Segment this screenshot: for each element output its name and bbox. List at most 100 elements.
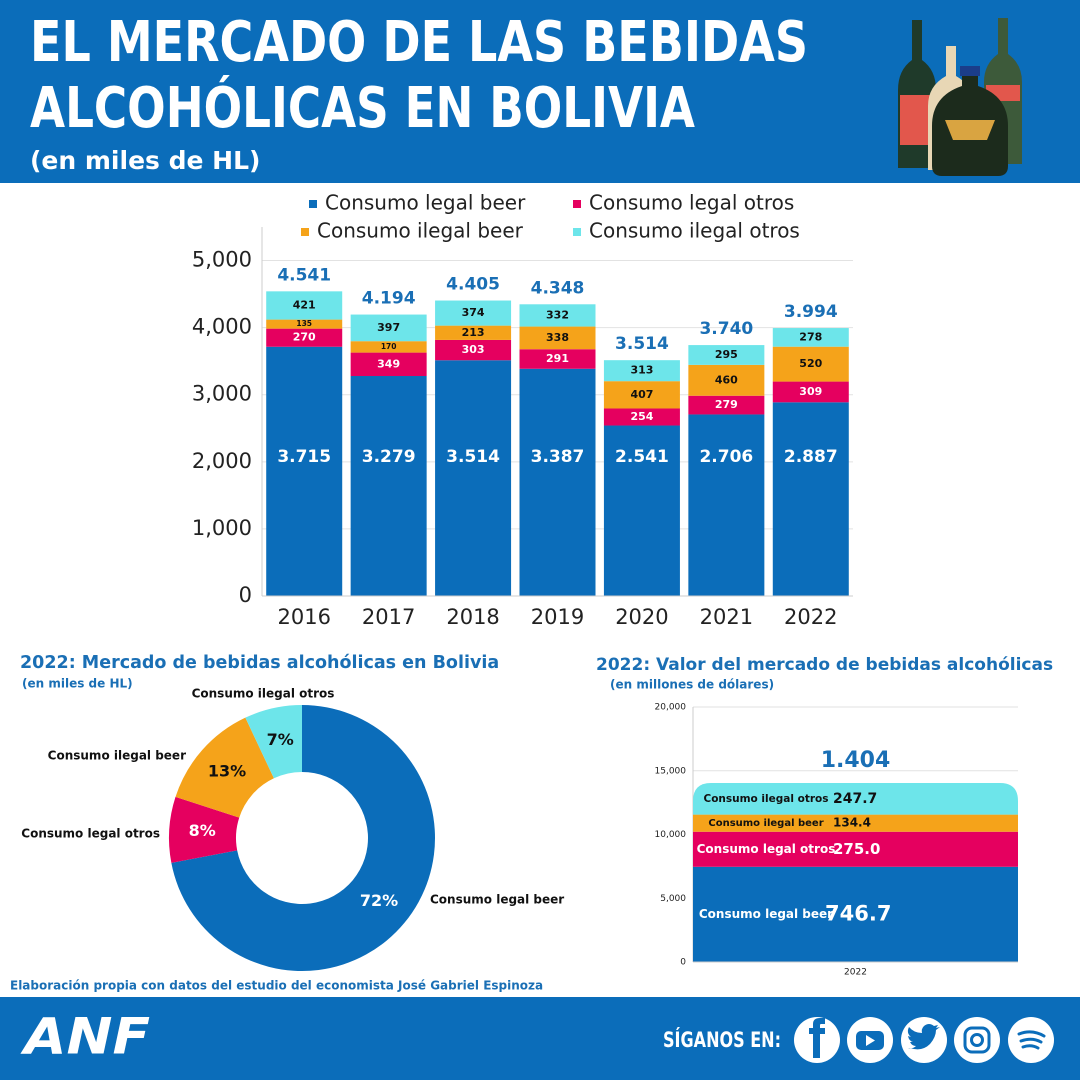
bar-segment <box>688 345 765 365</box>
data-label: 3.715 <box>277 447 331 467</box>
bar-segment <box>350 341 427 353</box>
x-tick-label: 2022 <box>784 605 837 629</box>
bar-segment <box>435 300 512 326</box>
data-label: 2.887 <box>784 447 838 467</box>
legend-swatch <box>573 200 581 208</box>
bar-segment <box>350 352 427 377</box>
x-tick-label: 2020 <box>615 605 668 629</box>
footer-band <box>0 997 1080 1080</box>
chart-subtitle: (en millones de dólares) <box>610 678 774 692</box>
legend-label: Consumo ilegal beer <box>317 219 524 243</box>
legend-label: Consumo legal beer <box>325 191 526 215</box>
x-tick-label: 2019 <box>531 605 584 629</box>
bar-segment <box>350 314 427 342</box>
bar-segment <box>519 304 596 327</box>
bar-segment <box>772 328 849 347</box>
data-label: 3.387 <box>531 447 585 467</box>
legend-label: Consumo legal otros <box>589 191 794 215</box>
donut-slice <box>175 717 274 818</box>
slice-label: 7% <box>267 730 294 749</box>
bar-segment <box>693 866 1018 962</box>
legend-swatch <box>309 200 317 208</box>
bar-segment <box>603 425 680 596</box>
slice-label: 13% <box>208 761 246 780</box>
bar-segment <box>772 402 849 596</box>
data-label: 407 <box>630 388 653 401</box>
donut-slice <box>169 796 240 863</box>
title-line: ALCOHÓLICAS EN BOLIVIA <box>30 76 696 141</box>
bar-segment <box>688 364 765 396</box>
donut-slice <box>171 705 436 972</box>
series-label: Consumo legal beer <box>699 907 833 921</box>
bar-segment <box>519 326 596 350</box>
data-label: 460 <box>715 373 738 386</box>
bar-segment <box>603 408 680 426</box>
bar-segment <box>693 783 1018 815</box>
data-label: 338 <box>546 331 569 344</box>
legend-label: Consumo ilegal otros <box>589 219 800 243</box>
bar-segment <box>266 291 343 320</box>
bar-segment <box>603 381 680 409</box>
title-line: EL MERCADO DE LAS BEBIDAS <box>30 10 808 75</box>
subtitle: (en miles de HL) <box>30 146 260 175</box>
total-label: 4.405 <box>446 274 500 294</box>
series-label: Consumo ilegal beer <box>708 818 823 829</box>
data-label: 349 <box>377 357 400 370</box>
bar-segment <box>688 414 765 596</box>
y-tick-label: 0 <box>680 958 686 968</box>
bar-segment <box>772 381 849 403</box>
data-label: 397 <box>377 321 400 334</box>
data-label: 3.279 <box>362 447 416 467</box>
data-label: 254 <box>630 410 653 423</box>
data-label: 332 <box>546 308 569 321</box>
data-label: 746.7 <box>825 901 891 925</box>
total-label: 3.994 <box>784 302 838 322</box>
y-tick-label: 3,000 <box>192 382 252 406</box>
y-tick-label: 15,000 <box>655 766 687 776</box>
data-label: 135 <box>296 319 312 328</box>
bar-segment <box>688 395 765 415</box>
data-label: 309 <box>799 385 822 398</box>
series-label: Consumo legal otros <box>697 842 836 856</box>
slice-label: 8% <box>189 821 216 840</box>
category-label: Consumo legal otros <box>21 827 160 841</box>
donut-slice <box>245 705 302 779</box>
bar-segment <box>435 325 512 340</box>
category-label: Consumo ilegal beer <box>48 749 186 763</box>
data-label: 2.706 <box>699 447 753 467</box>
bottles-illustration <box>898 18 1022 176</box>
series-label: Consumo ilegal otros <box>704 793 829 805</box>
y-tick-label: 0 <box>239 583 252 607</box>
x-tick-label: 2022 <box>844 968 867 978</box>
category-label: Consumo ilegal otros <box>192 687 335 701</box>
data-label: 374 <box>462 306 485 319</box>
data-label: 291 <box>546 352 569 365</box>
data-label: 247.7 <box>833 791 877 807</box>
bar-segment <box>519 368 596 596</box>
x-tick-label: 2016 <box>277 605 330 629</box>
bar-segment <box>693 814 1018 832</box>
y-tick-label: 10,000 <box>655 830 687 840</box>
data-label: 170 <box>381 342 397 351</box>
bar-segment <box>350 376 427 596</box>
total-label: 3.514 <box>615 334 669 354</box>
y-tick-label: 5,000 <box>660 894 686 904</box>
data-label: 270 <box>293 331 316 344</box>
data-label: 421 <box>293 298 316 311</box>
legend-swatch <box>301 228 309 236</box>
social-label: SÍGANOS EN: <box>663 1027 781 1052</box>
bar-segment <box>266 346 343 596</box>
x-tick-label: 2018 <box>446 605 499 629</box>
data-label: 303 <box>462 343 485 356</box>
chart-title: 2022: Valor del mercado de bebidas alcoh… <box>596 655 1053 675</box>
legend-swatch <box>573 228 581 236</box>
total-label: 4.194 <box>362 289 416 309</box>
x-tick-label: 2021 <box>700 605 753 629</box>
instagram-icon[interactable] <box>954 1017 1000 1063</box>
total-label: 1.404 <box>821 748 891 773</box>
bar-segment <box>772 346 849 382</box>
total-label: 3.740 <box>699 319 753 339</box>
y-tick-label: 2,000 <box>192 449 252 473</box>
logo: ANF <box>20 1008 150 1066</box>
